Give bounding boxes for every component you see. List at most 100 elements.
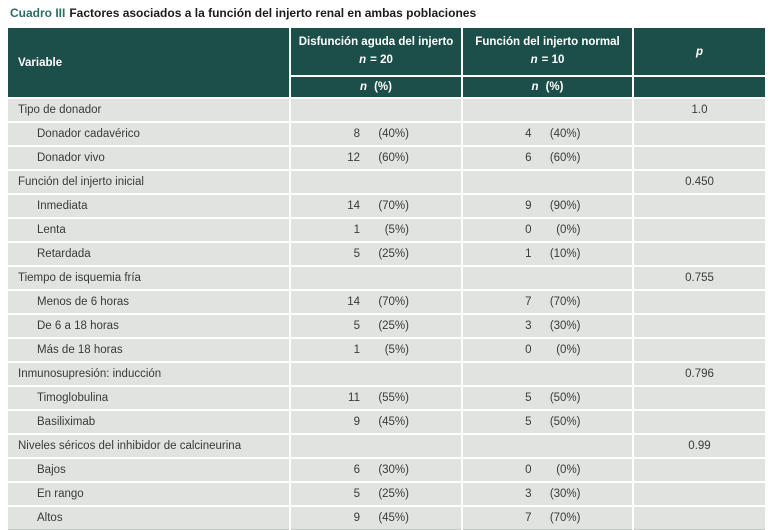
acute-dysfunction-value-cell: 5 (25%)	[289, 241, 462, 266]
acute-dysfunction-value-cell: 6 (30%)	[289, 457, 462, 482]
page: Cuadro III Factores asociados a la funció…	[8, 6, 765, 530]
variable-cell: Más de 18 horas	[8, 337, 290, 362]
p-value-cell	[632, 193, 765, 218]
variable-cell: Inmediata	[8, 193, 290, 218]
p-value-cell	[632, 457, 765, 482]
normal-function-value-cell: 9 (90%)	[461, 193, 633, 218]
normal-function-value-cell: 0 (0%)	[461, 457, 633, 482]
table-row: De 6 a 18 horas 5 (25%) 3 (30%)	[8, 313, 765, 338]
variable-cell: Basiliximab	[8, 409, 290, 434]
normal-function-value-cell: 6 (60%)	[461, 145, 633, 170]
normal-function-value-cell: 4 (40%)	[461, 121, 633, 146]
acute-dysfunction-value-cell: 11 (55%)	[289, 385, 462, 410]
normal-function-label: Función del injerto normal	[475, 36, 620, 49]
header-main-row: Variable Disfunción aguda del injerto n =…	[8, 28, 765, 98]
acute-dysfunction-value-cell: 1 (5%)	[289, 217, 462, 242]
table-row: Función del injerto inicial 0.450	[8, 169, 765, 194]
variable-cell: Altos	[8, 505, 290, 530]
variable-header: Variable	[8, 28, 290, 98]
p-value-cell: 0.755	[632, 265, 765, 290]
table-body: Tipo de donador 1.0 Donador cadavérico 8…	[8, 97, 765, 530]
normal-function-value-cell: 5 (50%)	[461, 385, 633, 410]
variable-cell: Bajos	[8, 457, 290, 482]
variable-cell: Tiempo de isquemia fría	[8, 265, 290, 290]
p-value-cell: 1.0	[632, 97, 765, 122]
n-pct-subheader-acute: n (%)	[289, 75, 462, 98]
normal-function-value-cell: 7 (70%)	[461, 505, 633, 530]
normal-function-value-cell	[461, 361, 633, 386]
acute-dysfunction-header: Disfunción aguda del injerto n = 20	[289, 28, 462, 76]
table-title: Cuadro III Factores asociados a la funció…	[10, 6, 476, 20]
acute-dysfunction-value-cell: 12 (60%)	[289, 145, 462, 170]
p-value-cell	[632, 289, 765, 314]
normal-function-value-cell: 3 (30%)	[461, 481, 633, 506]
normal-function-value-cell: 7 (70%)	[461, 289, 633, 314]
acute-dysfunction-value-cell	[289, 433, 462, 458]
variable-cell: Timoglobulina	[8, 385, 290, 410]
p-value-header: p	[632, 28, 765, 76]
table-row: Tiempo de isquemia fría 0.755	[8, 265, 765, 290]
table-row: Inmediata 14 (70%) 9 (90%)	[8, 193, 765, 218]
variable-cell: Lenta	[8, 217, 290, 242]
n-value: = 10	[541, 53, 565, 66]
p-subheader-empty	[632, 75, 765, 98]
table-row: Menos de 6 horas 14 (70%) 7 (70%)	[8, 289, 765, 314]
table-row: Timoglobulina 11 (55%) 5 (50%)	[8, 385, 765, 410]
n-value: = 20	[370, 53, 393, 66]
table-row: Bajos 6 (30%) 0 (0%)	[8, 457, 765, 482]
normal-function-value-cell	[461, 433, 633, 458]
p-value-cell: 0.450	[632, 169, 765, 194]
table-row: En rango 5 (25%) 3 (30%)	[8, 481, 765, 506]
p-value-cell: 0.99	[632, 433, 765, 458]
n-pct-subheader-normal: n (%)	[461, 75, 633, 98]
table-number: Cuadro III	[10, 6, 66, 20]
p-value-cell: 0.796	[632, 361, 765, 386]
variable-cell: Donador cadavérico	[8, 121, 290, 146]
variable-cell: Menos de 6 horas	[8, 289, 290, 314]
p-value-cell	[632, 481, 765, 506]
acute-dysfunction-value-cell	[289, 97, 462, 122]
acute-dysfunction-value-cell: 1 (5%)	[289, 337, 462, 362]
header-sub-row: n (%) n (%)	[8, 75, 765, 98]
p-value-cell	[632, 121, 765, 146]
normal-function-value-cell	[461, 169, 633, 194]
table-title-text: Factores asociados a la función del inje…	[69, 6, 477, 20]
acute-dysfunction-value-cell: 5 (25%)	[289, 481, 462, 506]
table-row: Retardada 5 (25%) 1 (10%)	[8, 241, 765, 266]
p-value-cell	[632, 241, 765, 266]
p-value-cell	[632, 145, 765, 170]
normal-function-value-cell	[461, 97, 633, 122]
acute-dysfunction-value-cell: 9 (45%)	[289, 409, 462, 434]
normal-function-value-cell: 0 (0%)	[461, 217, 633, 242]
table-row: Más de 18 horas 1 (5%) 0 (0%)	[8, 337, 765, 362]
table-header: Variable Disfunción aguda del injerto n =…	[8, 28, 765, 98]
variable-cell: Función del injerto inicial	[8, 169, 290, 194]
table-row: Basiliximab 9 (45%) 5 (50%)	[8, 409, 765, 434]
acute-dysfunction-value-cell: 5 (25%)	[289, 313, 462, 338]
normal-function-header: Función del injerto normal n = 10	[461, 28, 633, 76]
acute-dysfunction-value-cell: 14 (70%)	[289, 193, 462, 218]
p-value-cell	[632, 409, 765, 434]
variable-cell: De 6 a 18 horas	[8, 313, 290, 338]
normal-function-value-cell: 3 (30%)	[461, 313, 633, 338]
table-row: Lenta 1 (5%) 0 (0%)	[8, 217, 765, 242]
acute-dysfunction-label: Disfunción aguda del injerto	[298, 36, 454, 49]
table-row: Inmunosupresión: inducción 0.796	[8, 361, 765, 386]
p-value-cell	[632, 385, 765, 410]
table-row: Niveles séricos del inhibidor de calcine…	[8, 433, 765, 458]
p-value-cell	[632, 217, 765, 242]
p-value-cell	[632, 337, 765, 362]
normal-function-value-cell: 1 (10%)	[461, 241, 633, 266]
table-row: Altos 9 (45%) 7 (70%)	[8, 505, 765, 530]
variable-cell: Niveles séricos del inhibidor de calcine…	[8, 433, 290, 458]
p-value-cell	[632, 313, 765, 338]
acute-dysfunction-value-cell	[289, 265, 462, 290]
normal-function-value-cell: 5 (50%)	[461, 409, 633, 434]
acute-dysfunction-value-cell	[289, 361, 462, 386]
table-row: Donador vivo 12 (60%) 6 (60%)	[8, 145, 765, 170]
variable-cell: En rango	[8, 481, 290, 506]
normal-function-value-cell	[461, 265, 633, 290]
acute-dysfunction-value-cell: 14 (70%)	[289, 289, 462, 314]
variable-cell: Inmunosupresión: inducción	[8, 361, 290, 386]
n-symbol: n	[530, 53, 538, 66]
